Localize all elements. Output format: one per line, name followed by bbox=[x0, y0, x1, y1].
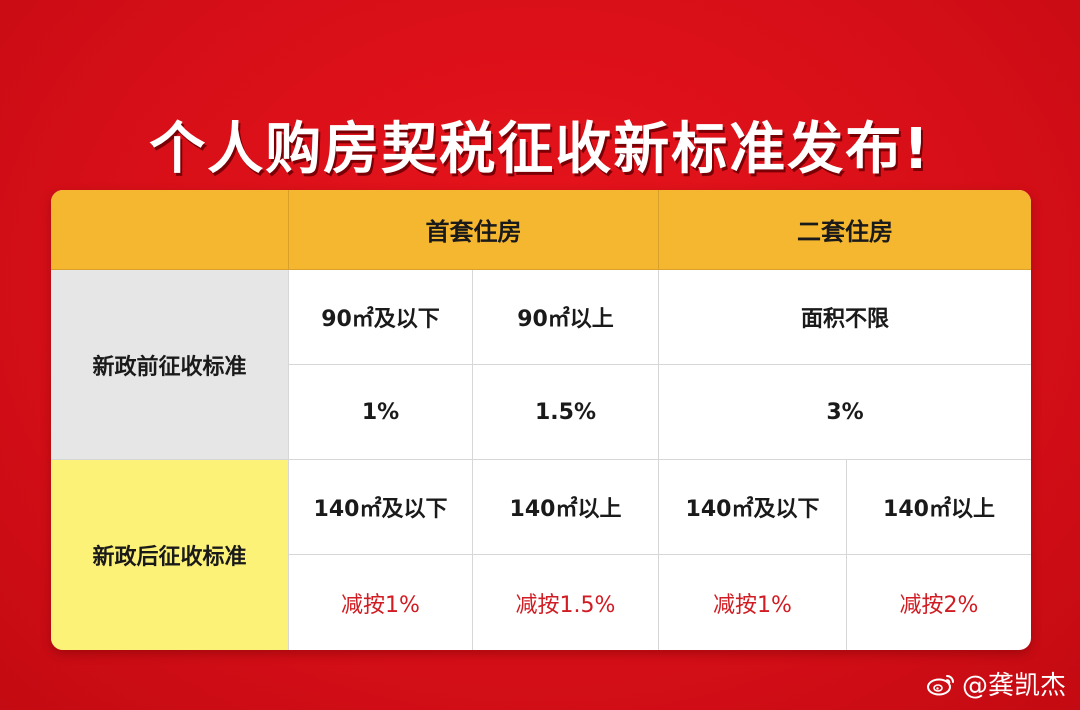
after-area-second-small: 140㎡及以下 bbox=[659, 460, 847, 555]
tax-table: 首套住房 二套住房 新政前征收标准 90㎡及以下 90㎡以上 面积不限 1% 1… bbox=[51, 190, 1031, 650]
after-rate-first-large: 减按1.5% bbox=[473, 555, 659, 650]
after-area-second-large: 140㎡以上 bbox=[847, 460, 1031, 555]
header-first-home: 首套住房 bbox=[289, 190, 659, 270]
weibo-icon bbox=[926, 672, 956, 696]
before-area-second: 面积不限 bbox=[659, 270, 1031, 365]
after-rate-first-small: 减按1% bbox=[289, 555, 473, 650]
before-area-first-large: 90㎡以上 bbox=[473, 270, 659, 365]
after-area-first-small: 140㎡及以下 bbox=[289, 460, 473, 555]
after-area-first-large: 140㎡以上 bbox=[473, 460, 659, 555]
watermark-text: @龚凯杰 bbox=[961, 671, 1066, 701]
header-blank-cell bbox=[51, 190, 289, 270]
after-rate-second-large: 减按2% bbox=[899, 592, 979, 618]
page-title: 个人购房契税征收新标准发布! bbox=[149, 117, 931, 182]
before-policy-label: 新政前征收标准 bbox=[51, 270, 289, 460]
before-area-first-small: 90㎡及以下 bbox=[289, 270, 473, 365]
after-policy-label: 新政后征收标准 bbox=[51, 460, 289, 650]
before-rate-first-large: 1.5% bbox=[473, 365, 659, 460]
watermark: @龚凯杰 bbox=[926, 665, 1066, 702]
before-rate-second: 3% bbox=[659, 365, 1031, 460]
header-second-home: 二套住房 bbox=[659, 190, 1031, 270]
before-rate-first-small: 1% bbox=[289, 365, 473, 460]
after-rate-second-small: 减按1% bbox=[659, 555, 847, 650]
